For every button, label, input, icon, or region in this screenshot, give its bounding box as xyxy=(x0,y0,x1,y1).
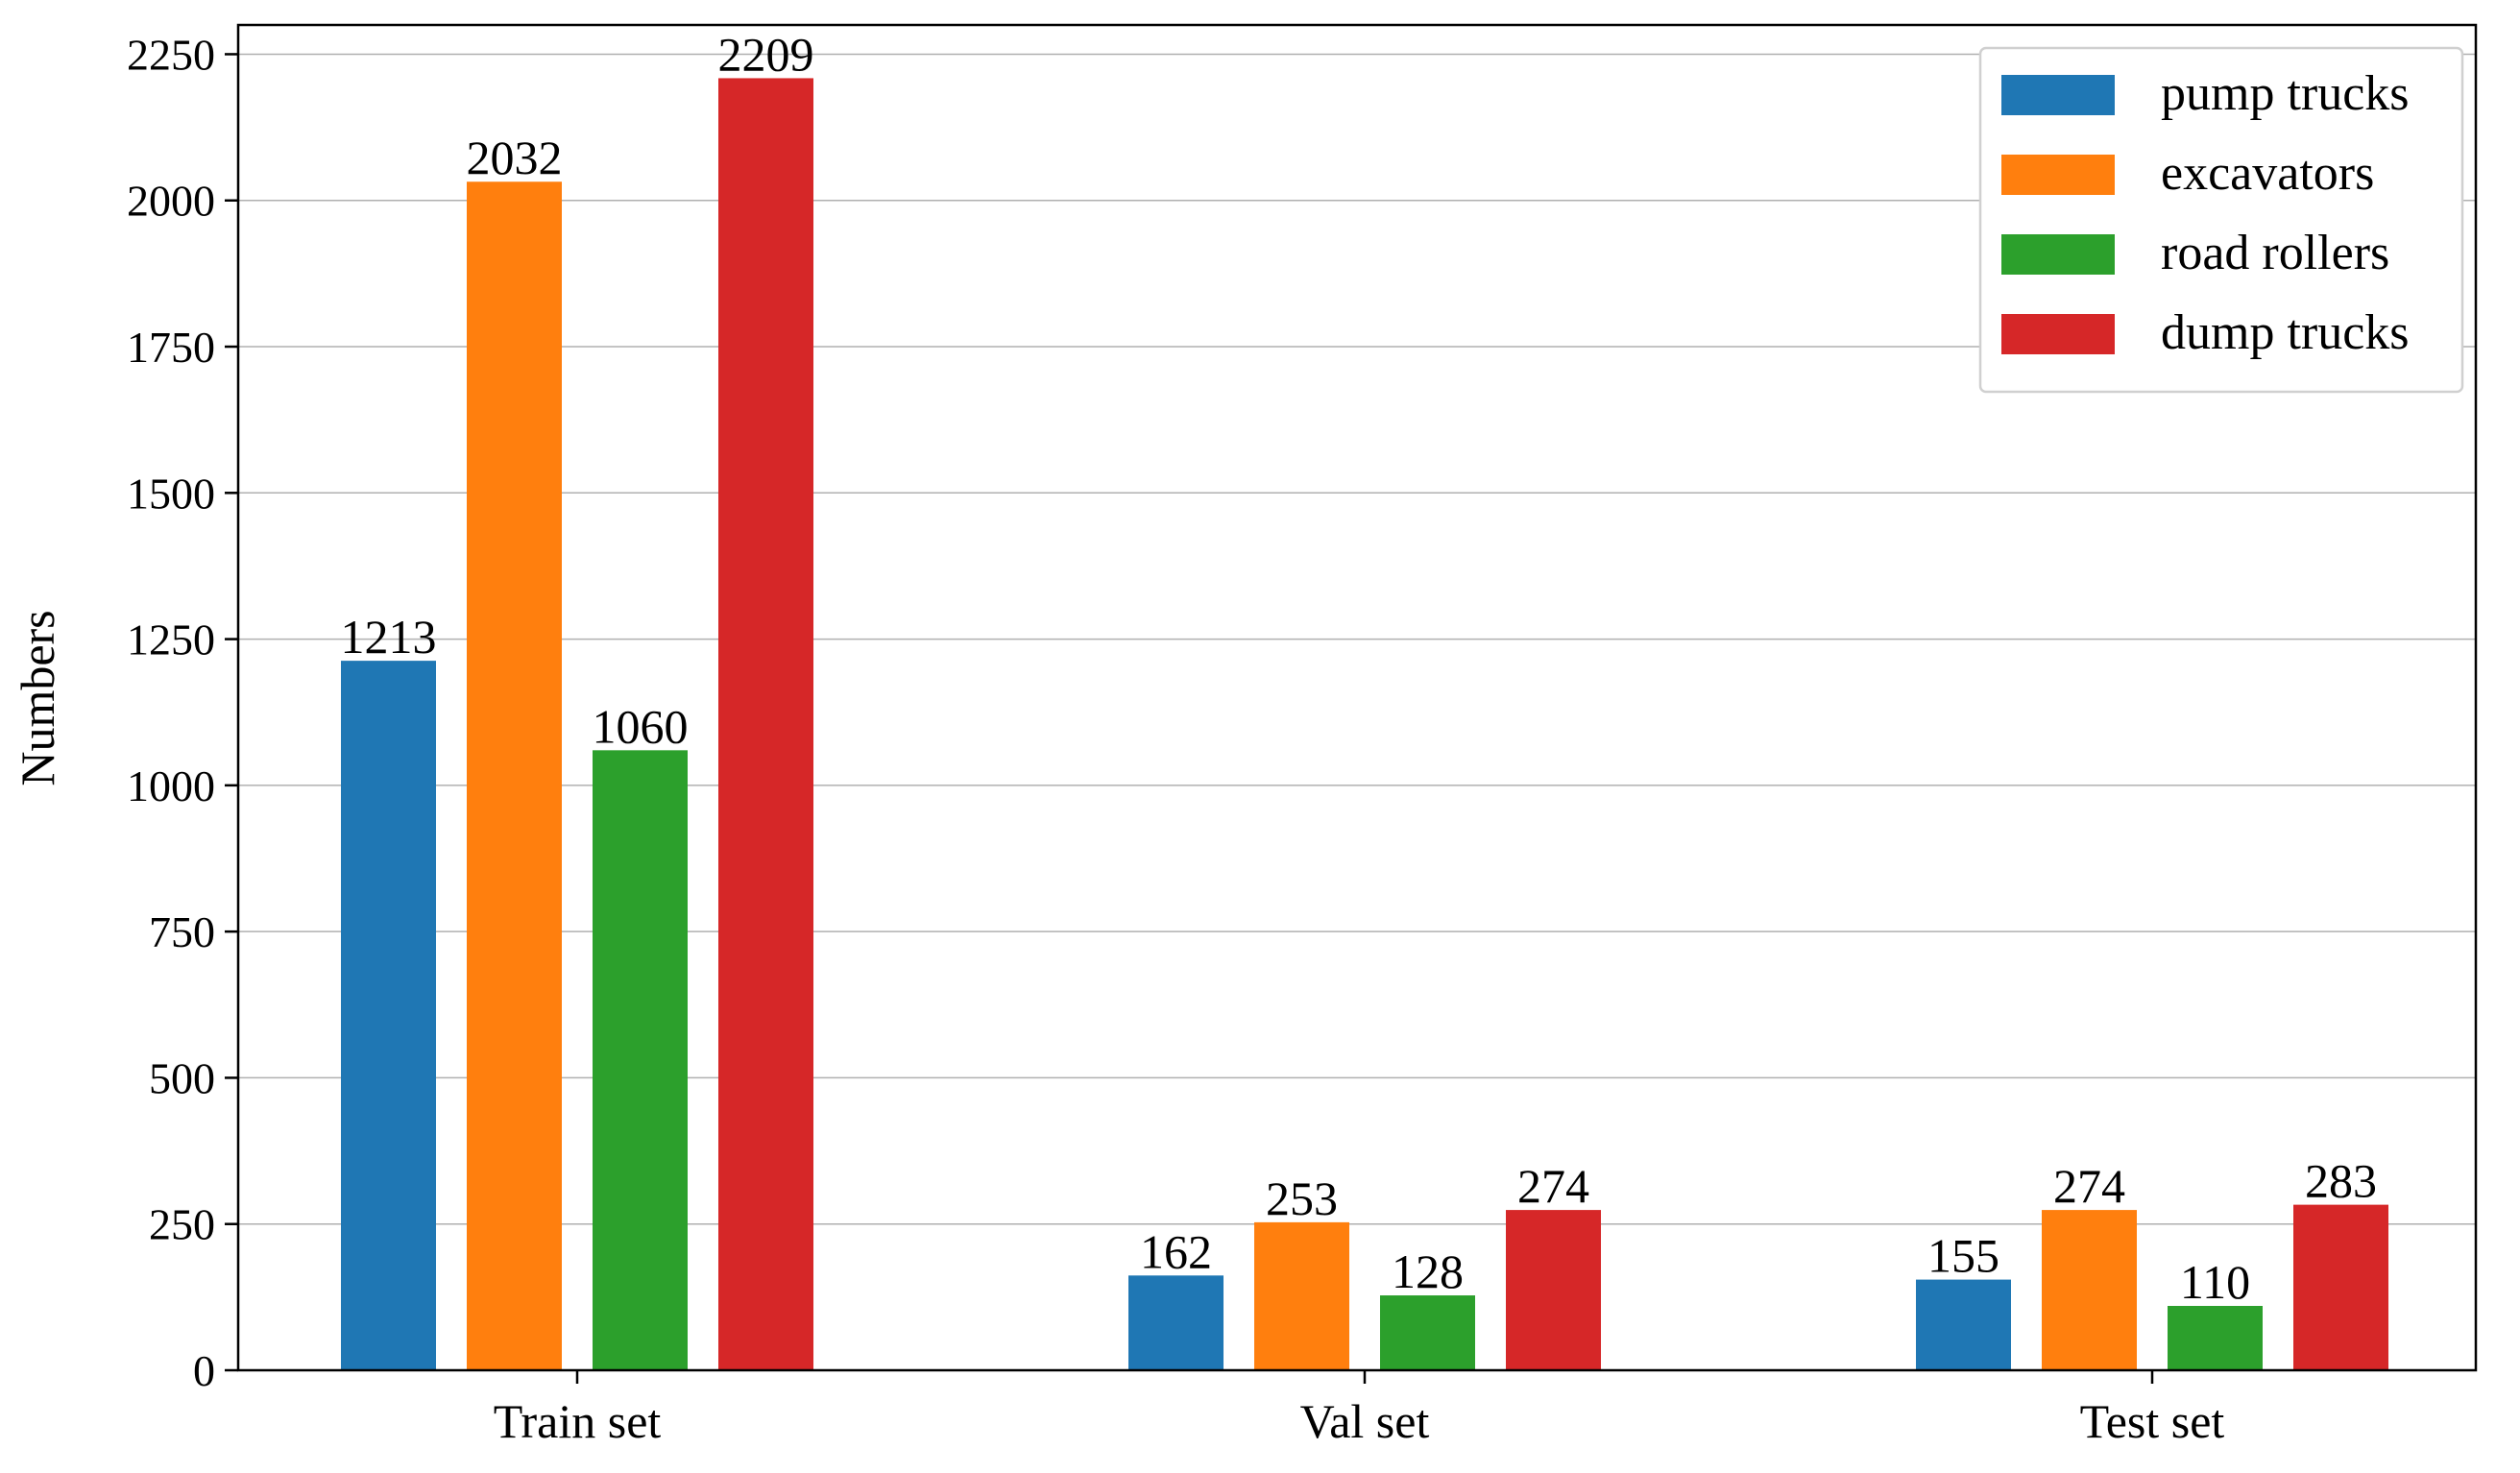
y-tick-label: 500 xyxy=(149,1053,215,1102)
data-label: 253 xyxy=(1266,1171,1338,1225)
legend-swatch xyxy=(2001,75,2115,115)
y-tick-label: 1250 xyxy=(127,616,215,664)
x-tick-label: Test set xyxy=(2080,1394,2225,1448)
bar-road-rollers-val-set xyxy=(1380,1295,1475,1370)
legend-box xyxy=(1978,46,2464,394)
legend-swatch xyxy=(2001,155,2115,195)
data-label: 110 xyxy=(2180,1255,2250,1309)
bar-excavators-test-set xyxy=(2042,1210,2137,1370)
y-tick-label: 0 xyxy=(193,1346,215,1395)
y-tick-label: 1000 xyxy=(127,761,215,810)
bar-dump-trucks-train-set xyxy=(718,78,813,1370)
legend-label: excavators xyxy=(2161,146,2374,201)
data-label: 274 xyxy=(2053,1159,2125,1213)
legend: pump trucks excavators road rollers dump tr… xyxy=(1978,46,2464,394)
bar-pump-trucks-val-set xyxy=(1128,1275,1224,1370)
x-tick-label: Val set xyxy=(1300,1394,1430,1448)
bars xyxy=(341,78,2388,1371)
y-tick-label: 1500 xyxy=(127,469,215,518)
bar-excavators-train-set xyxy=(467,181,562,1371)
legend-label: road rollers xyxy=(2161,226,2389,280)
legend-swatch xyxy=(2001,234,2115,275)
y-tick-label: 250 xyxy=(149,1200,215,1249)
bar-road-rollers-train-set xyxy=(593,750,688,1370)
bar-pump-trucks-test-set xyxy=(1916,1279,2011,1370)
data-label: 2032 xyxy=(467,131,563,184)
legend-label: pump trucks xyxy=(2161,66,2410,121)
y-tick-label: 2000 xyxy=(127,177,215,226)
data-label: 1060 xyxy=(593,699,689,753)
data-label: 128 xyxy=(1392,1244,1464,1298)
data-label: 155 xyxy=(1927,1229,1999,1283)
bar-road-rollers-test-set xyxy=(2168,1305,2263,1370)
data-label: 274 xyxy=(1517,1159,1589,1213)
legend-swatch xyxy=(2001,314,2115,354)
data-labels: 1213 2032 1060 2209 162 253 128 274 155 274 110 283 xyxy=(341,27,2378,1309)
y-axis-title: Numbers xyxy=(11,610,64,785)
plot-frame xyxy=(236,23,2478,1372)
y-tick-label: 2250 xyxy=(127,30,215,79)
bar-pump-trucks-train-set xyxy=(341,661,436,1370)
data-label: 162 xyxy=(1140,1224,1212,1278)
legend-label: dump trucks xyxy=(2161,305,2410,360)
x-tick-label: Train set xyxy=(494,1394,662,1448)
bar-excavators-val-set xyxy=(1254,1221,1349,1370)
y-tick-label: 1750 xyxy=(127,323,215,372)
y-tick-label: 750 xyxy=(149,907,215,956)
data-label: 283 xyxy=(2305,1154,2377,1208)
data-label: 1213 xyxy=(341,610,437,664)
bar-dump-trucks-val-set xyxy=(1506,1210,1601,1370)
axes: 0 250 500 750 1000 1250 1500 1750 2000 2250 Train … xyxy=(127,23,2478,1448)
data-label: 2209 xyxy=(718,27,814,81)
bar-dump-trucks-test-set xyxy=(2293,1204,2388,1370)
